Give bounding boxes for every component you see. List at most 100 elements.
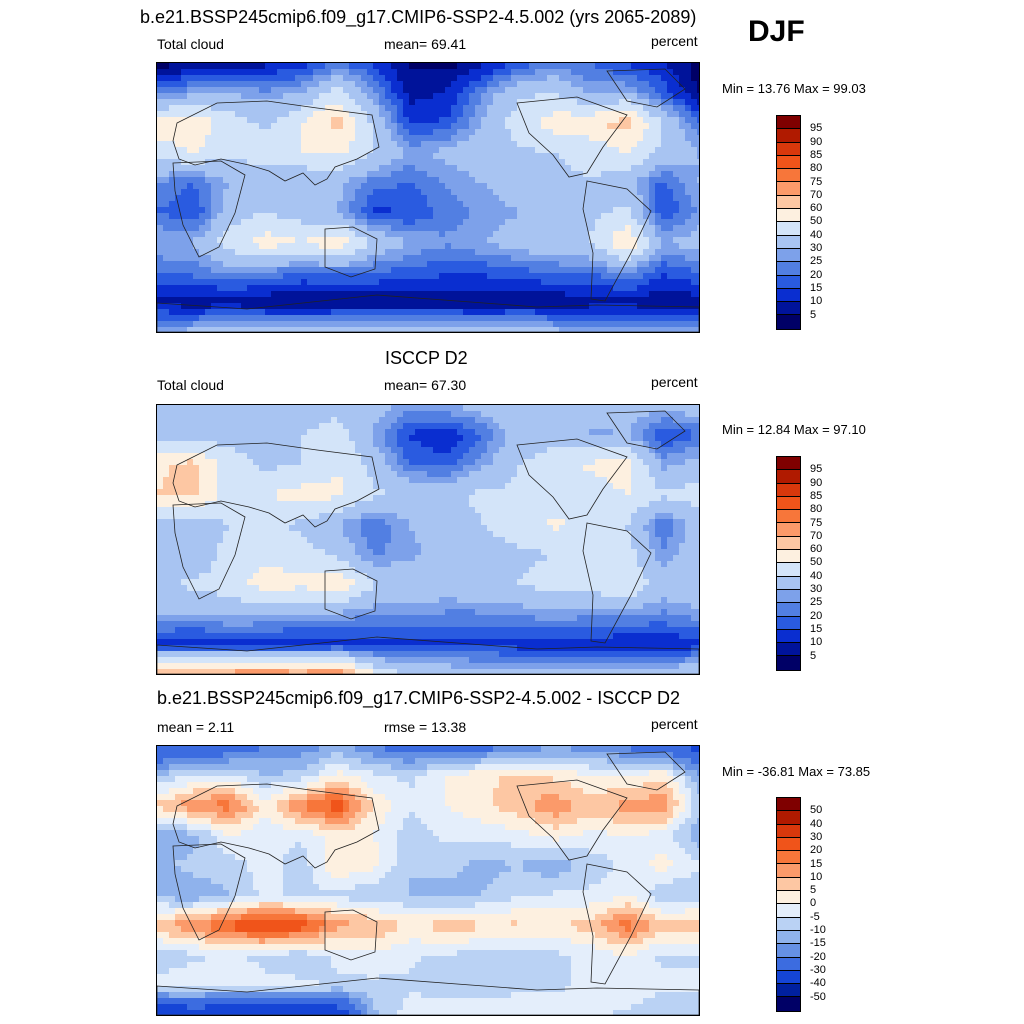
field-cell xyxy=(193,327,200,332)
field-cell xyxy=(493,429,500,436)
field-cell xyxy=(457,291,464,298)
field-cell xyxy=(415,291,422,298)
field-cell xyxy=(325,225,332,232)
field-cell xyxy=(517,123,524,130)
field-cell xyxy=(205,63,212,70)
field-cell xyxy=(535,111,542,118)
field-cell xyxy=(367,417,374,424)
field-cell xyxy=(523,195,530,202)
field-cell xyxy=(571,309,578,316)
field-cell xyxy=(595,75,602,82)
field-cell xyxy=(649,105,656,112)
field-cell xyxy=(571,291,578,298)
field-cell xyxy=(433,219,440,226)
field-cell xyxy=(631,291,638,298)
field-cell xyxy=(325,435,332,442)
field-cell xyxy=(487,123,494,130)
field-cell xyxy=(499,309,506,316)
field-cell xyxy=(223,177,230,184)
field-cell xyxy=(679,279,686,286)
field-cell xyxy=(295,297,302,304)
field-cell xyxy=(571,243,578,250)
field-cell xyxy=(331,93,338,100)
field-cell xyxy=(169,207,176,214)
field-cell xyxy=(433,189,440,196)
field-cell xyxy=(319,99,326,106)
field-cell xyxy=(187,279,194,286)
field-cell xyxy=(325,321,332,328)
field-cell xyxy=(391,303,398,310)
field-cell xyxy=(277,129,284,136)
field-cell xyxy=(409,303,416,310)
field-cell xyxy=(649,321,656,328)
field-cell xyxy=(559,81,566,88)
field-cell xyxy=(289,255,296,262)
field-cell xyxy=(403,165,410,172)
field-cell xyxy=(295,279,302,286)
field-cell xyxy=(517,243,524,250)
field-cell xyxy=(259,303,266,310)
field-cell xyxy=(397,327,404,332)
field-cell xyxy=(565,105,572,112)
field-cell xyxy=(223,153,230,160)
field-cell xyxy=(343,195,350,202)
field-cell xyxy=(169,267,176,274)
field-cell xyxy=(211,417,218,424)
field-cell xyxy=(361,129,368,136)
field-cell xyxy=(445,261,452,268)
field-cell xyxy=(493,219,500,226)
field-cell xyxy=(229,273,236,280)
field-cell xyxy=(619,141,626,148)
field-cell xyxy=(157,441,164,448)
field-cell xyxy=(355,237,362,244)
field-cell xyxy=(553,183,560,190)
field-cell xyxy=(655,261,662,268)
field-cell xyxy=(565,237,572,244)
field-cell xyxy=(271,423,278,430)
field-cell xyxy=(667,213,674,220)
field-cell xyxy=(511,201,518,208)
field-cell xyxy=(553,135,560,142)
field-cell xyxy=(451,249,458,256)
field-cell xyxy=(397,423,404,430)
field-cell xyxy=(211,147,218,154)
field-cell xyxy=(421,63,428,70)
field-cell xyxy=(271,405,278,412)
field-cell xyxy=(193,117,200,124)
field-cell xyxy=(199,435,206,442)
field-cell xyxy=(655,93,662,100)
field-cell xyxy=(679,183,686,190)
field-cell xyxy=(367,309,374,316)
field-cell xyxy=(325,255,332,262)
field-cell xyxy=(445,291,452,298)
field-cell xyxy=(271,75,278,82)
field-cell xyxy=(355,93,362,100)
field-cell xyxy=(199,165,206,172)
field-cell xyxy=(523,87,530,94)
field-cell xyxy=(307,255,314,262)
colorbar-swatch xyxy=(777,116,800,130)
field-cell xyxy=(511,147,518,154)
field-cell xyxy=(163,159,170,166)
field-cell xyxy=(283,159,290,166)
field-cell xyxy=(439,171,446,178)
field-cell xyxy=(451,453,458,460)
field-cell xyxy=(565,141,572,148)
field-cell xyxy=(313,111,320,118)
field-cell xyxy=(397,81,404,88)
field-cell xyxy=(265,69,272,76)
field-cell xyxy=(367,447,374,454)
field-cell xyxy=(475,285,482,292)
field-cell xyxy=(445,195,452,202)
field-cell xyxy=(409,207,416,214)
field-cell xyxy=(655,447,662,454)
field-cell xyxy=(535,177,542,184)
field-cell xyxy=(181,291,188,298)
field-cell xyxy=(175,123,182,130)
field-cell xyxy=(253,231,260,238)
field-cell xyxy=(355,219,362,226)
field-cell xyxy=(637,249,644,256)
field-cell xyxy=(235,405,242,412)
field-cell xyxy=(241,177,248,184)
field-cell xyxy=(457,99,464,106)
